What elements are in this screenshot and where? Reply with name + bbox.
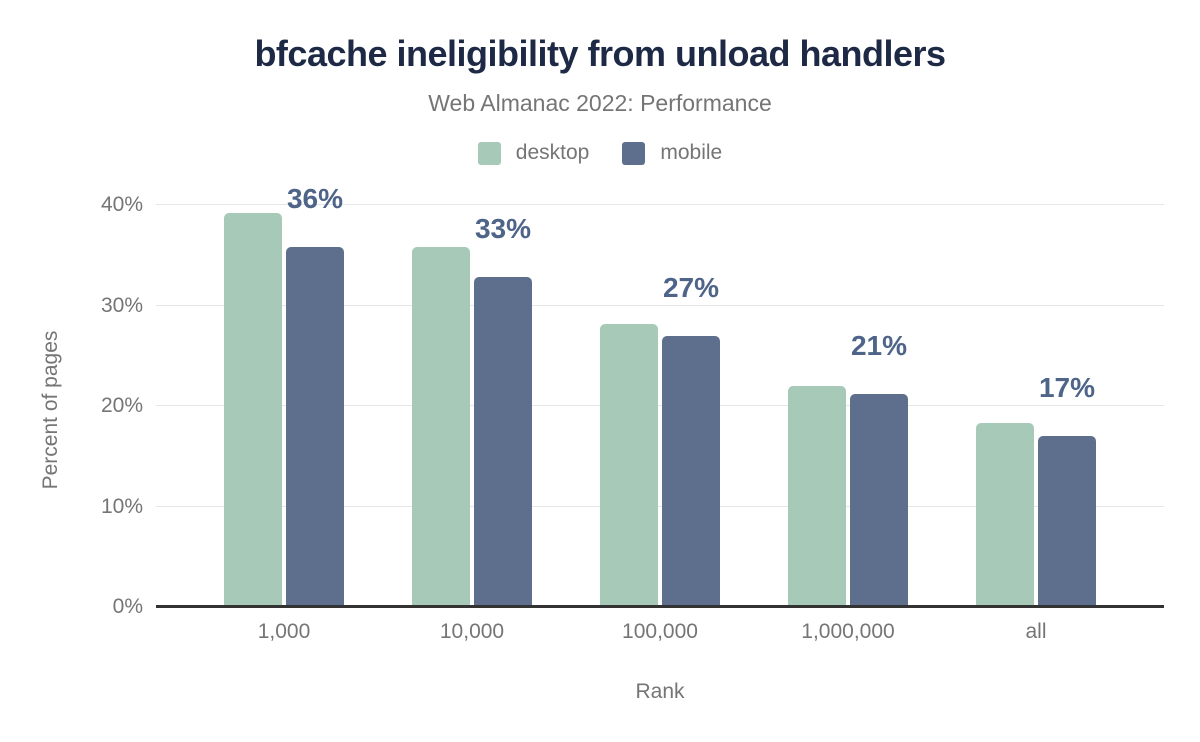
chart-subtitle: Web Almanac 2022: Performance [428, 90, 772, 116]
data-label: 17% [1038, 372, 1096, 404]
legend-swatch-mobile-icon [622, 141, 646, 165]
y-tick-label: 30% [100, 293, 143, 317]
bar-group-10,000: 33% 10,000 [412, 180, 532, 643]
legend-label: desktop [515, 141, 590, 164]
bar-mobile [662, 335, 720, 607]
legend-item-mobile: mobile [622, 141, 722, 165]
x-tick-label: 100,000 [622, 620, 698, 643]
bar-mobile [474, 277, 532, 607]
bar-desktop [600, 323, 658, 607]
bar-group-all: 17% all [976, 180, 1096, 643]
data-label: 33% [474, 213, 532, 245]
bar-desktop [788, 385, 846, 607]
gridline [156, 505, 1164, 507]
x-tick-label: 10,000 [439, 620, 505, 643]
legend: desktop mobile [0, 141, 1200, 165]
bar-group-100,000: 27% 100,000 [600, 180, 720, 643]
plot-area: 36% 1,000 33% 10,000 27% 100,000 21% 1,000,000 1… [156, 180, 1164, 643]
x-tick-label: 1,000,000 [801, 620, 895, 643]
legend-label: mobile [660, 141, 723, 164]
legend-item-desktop: desktop [477, 141, 590, 165]
bar-desktop [976, 423, 1034, 607]
y-tick-label: 40% [100, 193, 143, 217]
data-label: 21% [850, 330, 908, 362]
x-axis-title: Rank [635, 680, 685, 703]
bar-mobile [286, 247, 344, 607]
x-tick-label: 1,000 [257, 620, 311, 643]
data-label: 36% [286, 183, 344, 215]
bar-mobile [1038, 436, 1096, 607]
x-tick-label: all [1025, 620, 1047, 643]
gridline [156, 304, 1164, 306]
chart-title: bfcache ineligibility from unload handle… [254, 33, 946, 74]
y-axis-ticks: 0% 10% 20% 30% 40% [0, 180, 143, 618]
bar-group-1,000,000: 21% 1,000,000 [788, 180, 908, 643]
y-tick-label: 0% [112, 595, 143, 618]
x-axis-line [156, 605, 1164, 608]
y-tick-label: 10% [100, 494, 143, 518]
gridline [156, 204, 1164, 206]
bar-mobile [850, 394, 908, 607]
bar-row: 36% 1,000 33% 10,000 27% 100,000 21% 1,000,000 1… [156, 180, 1164, 643]
y-tick-label: 20% [100, 394, 143, 418]
bar-desktop [412, 247, 470, 607]
data-label: 27% [662, 271, 720, 303]
bar-group-1,000: 36% 1,000 [224, 180, 344, 643]
gridline [156, 405, 1164, 407]
legend-swatch-desktop-icon [477, 141, 501, 165]
bar-desktop [224, 213, 282, 607]
